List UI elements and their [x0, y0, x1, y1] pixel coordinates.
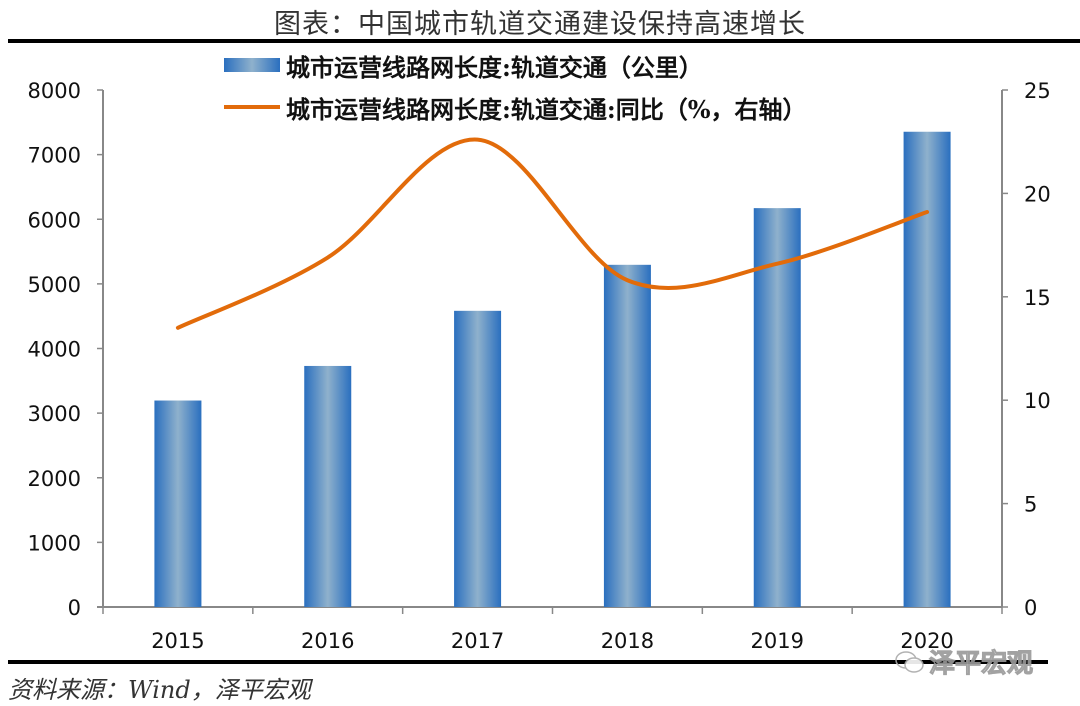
line-swatch-icon [224, 105, 280, 109]
bar [454, 310, 502, 607]
legend-label-line: 城市运营线路网长度:轨道交通:同比（%，右轴） [286, 94, 807, 124]
legend-item-bar: 城市运营线路网长度:轨道交通（公里） [224, 44, 807, 86]
right-tick-label: 0 [1024, 596, 1037, 620]
left-tick-label: 5000 [28, 273, 81, 297]
source-note: 资料来源：Wind，泽平宏观 [8, 676, 311, 704]
left-tick-label: 1000 [28, 531, 81, 555]
line-series [175, 137, 930, 330]
top-rule [8, 39, 1080, 43]
legend-item-line: 城市运营线路网长度:轨道交通:同比（%，右轴） [224, 86, 807, 128]
left-tick-label: 3000 [28, 402, 81, 426]
legend-label-bar: 城市运营线路网长度:轨道交通（公里） [286, 52, 703, 82]
bar [154, 400, 202, 607]
bar-swatch-icon [224, 58, 280, 72]
left-tick-label: 2000 [28, 467, 81, 491]
bar [603, 264, 651, 607]
x-tick-label: 2019 [751, 629, 804, 653]
bar [304, 365, 352, 607]
left-tick-label: 4000 [28, 338, 81, 362]
chart-title: 图表：中国城市轨道交通建设保持高速增长 [274, 9, 806, 40]
left-tick-label: 8000 [28, 79, 81, 103]
x-tick-label: 2020 [900, 629, 953, 653]
bar [753, 208, 801, 607]
left-tick-label: 0 [68, 596, 81, 620]
right-tick-label: 20 [1024, 182, 1051, 206]
yoy-line [175, 137, 930, 330]
right-tick-label: 25 [1024, 79, 1051, 103]
legend: 城市运营线路网长度:轨道交通（公里） 城市运营线路网长度:轨道交通:同比（%，右… [224, 44, 807, 128]
x-tick-label: 2018 [601, 629, 654, 653]
right-tick-label: 15 [1024, 286, 1051, 310]
x-tick-label: 2017 [451, 629, 504, 653]
wechat-icon [895, 650, 924, 673]
x-tick-label: 2016 [301, 629, 354, 653]
bar [903, 131, 951, 608]
axes: 0 1000 2000 3000 4000 5000 6000 7000 8000 0 5 10 15 2… [28, 79, 1051, 653]
bottom-rule [8, 660, 1048, 664]
right-tick-label: 10 [1024, 389, 1051, 413]
x-tick-label: 2015 [151, 629, 204, 653]
right-tick-label: 5 [1024, 493, 1037, 517]
bar-series [154, 131, 951, 608]
left-tick-label: 6000 [28, 208, 81, 232]
left-tick-label: 7000 [28, 144, 81, 168]
watermark: 泽平宏观 [895, 643, 1034, 680]
watermark-text: 泽平宏观 [928, 649, 1034, 680]
